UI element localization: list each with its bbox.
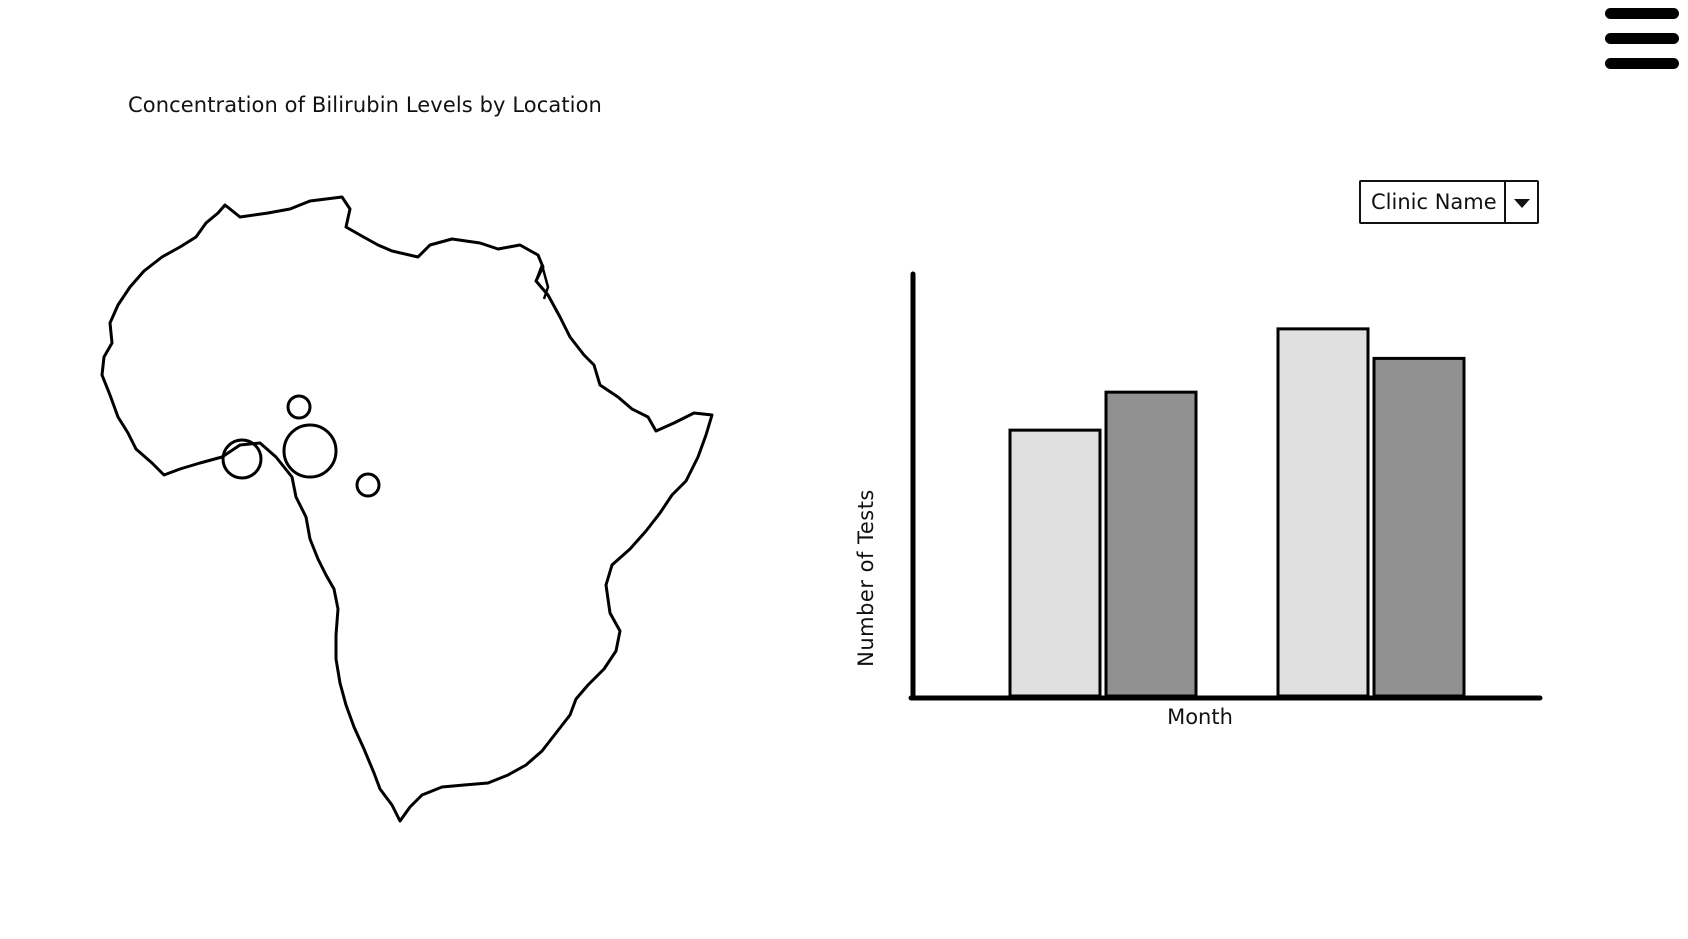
bar-chart (908, 271, 1543, 701)
page-title: Concentration of Bilirubin Levels by Loc… (128, 93, 602, 117)
map-marker-2[interactable] (221, 438, 263, 480)
bar-2-series-1[interactable] (1276, 327, 1370, 698)
map-svg (100, 195, 714, 823)
bar-2-series-2[interactable] (1372, 356, 1466, 698)
clinic-name-dropdown[interactable]: Clinic Name (1359, 180, 1539, 224)
map-marker-1[interactable] (286, 394, 312, 420)
hamburger-menu-icon[interactable] (1605, 6, 1681, 72)
bar-1-series-1[interactable] (1008, 428, 1102, 698)
x-axis-label: Month (1167, 705, 1233, 729)
map-marker-4[interactable] (355, 472, 381, 498)
africa-outline (100, 195, 714, 823)
map-marker-3[interactable] (282, 423, 338, 479)
bar-1-series-2[interactable] (1104, 390, 1198, 698)
chevron-down-icon[interactable] (1504, 182, 1537, 222)
bars-group (1008, 327, 1466, 698)
africa-map (100, 195, 720, 835)
y-axis-label: Number of Tests (854, 489, 878, 667)
dropdown-selected-value: Clinic Name (1371, 190, 1497, 214)
red-sea-coast (534, 260, 550, 300)
